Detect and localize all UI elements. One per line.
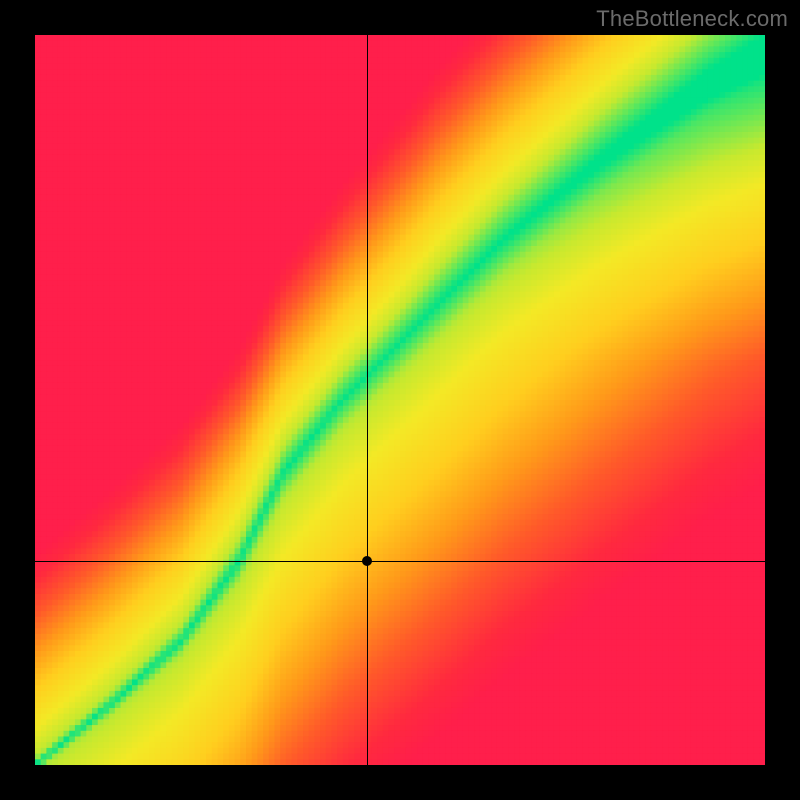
selection-marker-dot	[362, 556, 372, 566]
bottleneck-heatmap	[35, 35, 765, 765]
crosshair-horizontal	[35, 561, 765, 562]
plot-area	[35, 35, 765, 765]
crosshair-vertical	[367, 35, 368, 765]
chart-frame: TheBottleneck.com	[0, 0, 800, 800]
watermark-text: TheBottleneck.com	[596, 6, 788, 32]
